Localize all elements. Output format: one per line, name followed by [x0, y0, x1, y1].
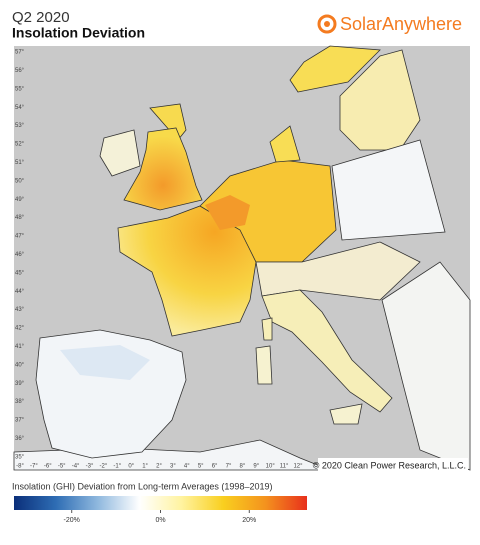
sicily — [329, 403, 363, 425]
longitude-label: 11° — [280, 464, 289, 470]
longitude-label: 0° — [128, 464, 134, 470]
england — [123, 127, 203, 211]
latitude-label: 57° — [15, 50, 25, 56]
longitude-label: 5° — [198, 464, 204, 470]
latitude-label: 40° — [15, 362, 25, 368]
longitude-label: 7° — [226, 464, 232, 470]
sweden — [339, 49, 421, 151]
latitude-label: 35° — [15, 454, 25, 460]
iberia-shade — [60, 345, 150, 380]
latitude-labels: 57° 56° 55° 54° 53° 52° 51° 50° 49° 48° 47° 46° 45° 4… — [15, 50, 25, 461]
longitude-label: -3° — [86, 464, 94, 470]
poland — [331, 139, 446, 241]
latitude-label: 46° — [15, 252, 25, 258]
longitude-label: 8° — [240, 464, 246, 470]
title: Q2 2020 — [12, 9, 70, 26]
longitude-label: -4° — [72, 464, 80, 470]
colorbar-tick-label: -20% — [64, 517, 80, 524]
latitude-label: 54° — [15, 105, 25, 111]
colorbar-ticks: -20% 0% 20% — [64, 510, 256, 524]
latitude-label: 43° — [15, 307, 25, 313]
longitude-label: -1° — [113, 464, 121, 470]
logo-icon — [317, 14, 337, 34]
latitude-label: 45° — [15, 270, 25, 276]
latitude-label: 49° — [15, 197, 25, 203]
copyright-box — [318, 458, 468, 472]
latitude-label: 55° — [15, 86, 25, 92]
benelux-hot — [205, 195, 250, 230]
latitude-label: 47° — [15, 234, 25, 240]
balkans — [381, 261, 471, 471]
brand: SolarAnywhere — [340, 14, 462, 34]
longitude-label: -6° — [44, 464, 52, 470]
legend-title: Insolation (GHI) Deviation from Long-ter… — [12, 481, 272, 491]
map: 57° 56° 55° 54° 53° 52° 51° 50° 49° 48° 47° 46° 45° 4… — [13, 45, 471, 472]
ireland — [99, 129, 141, 177]
longitude-label: -8° — [16, 464, 24, 470]
latitude-label: 38° — [15, 399, 25, 405]
copyright: © 2020 Clean Power Research, L.L.C. — [313, 460, 466, 470]
latitude-label: 42° — [15, 326, 25, 332]
latitude-label: 48° — [15, 215, 25, 221]
longitude-label: 10° — [266, 464, 276, 470]
corsica — [261, 317, 273, 341]
subtitle: Insolation Deviation — [12, 25, 145, 41]
longitude-label: 3° — [170, 464, 176, 470]
denmark — [269, 125, 301, 163]
longitude-label: 9° — [253, 464, 259, 470]
longitude-labels: -8° -7° -6° -5° -4° -3° -2° -1° 0° 1° 2° 3° 4° 5° 6° 7°… — [16, 464, 303, 470]
latitude-label: 51° — [15, 160, 25, 166]
longitude-label: -2° — [100, 464, 108, 470]
colorbar-tick-label: 20% — [242, 517, 256, 524]
longitude-label: 4° — [184, 464, 190, 470]
logo-icon-core — [324, 21, 330, 27]
longitude-label: 12° — [293, 464, 303, 470]
longitude-label: 2° — [156, 464, 162, 470]
latitude-label: 56° — [15, 68, 25, 74]
latitude-label: 41° — [15, 344, 25, 350]
colorbar-tick-label: 0% — [155, 517, 165, 524]
italy — [261, 289, 393, 413]
latitude-label: 36° — [15, 436, 25, 442]
norway — [289, 45, 381, 93]
colorbar — [14, 496, 307, 510]
latitude-label: 37° — [15, 418, 25, 424]
sardinia — [255, 345, 273, 385]
germany-benelux — [199, 159, 337, 263]
latitude-label: 52° — [15, 142, 25, 148]
longitude-label: -7° — [30, 464, 38, 470]
latitude-label: 44° — [15, 289, 25, 295]
latitude-label: 53° — [15, 123, 25, 129]
longitude-label: 1° — [142, 464, 148, 470]
longitude-label: 6° — [212, 464, 218, 470]
latitude-label: 50° — [15, 178, 25, 184]
latitude-label: 39° — [15, 381, 25, 387]
longitude-label: -5° — [58, 464, 66, 470]
